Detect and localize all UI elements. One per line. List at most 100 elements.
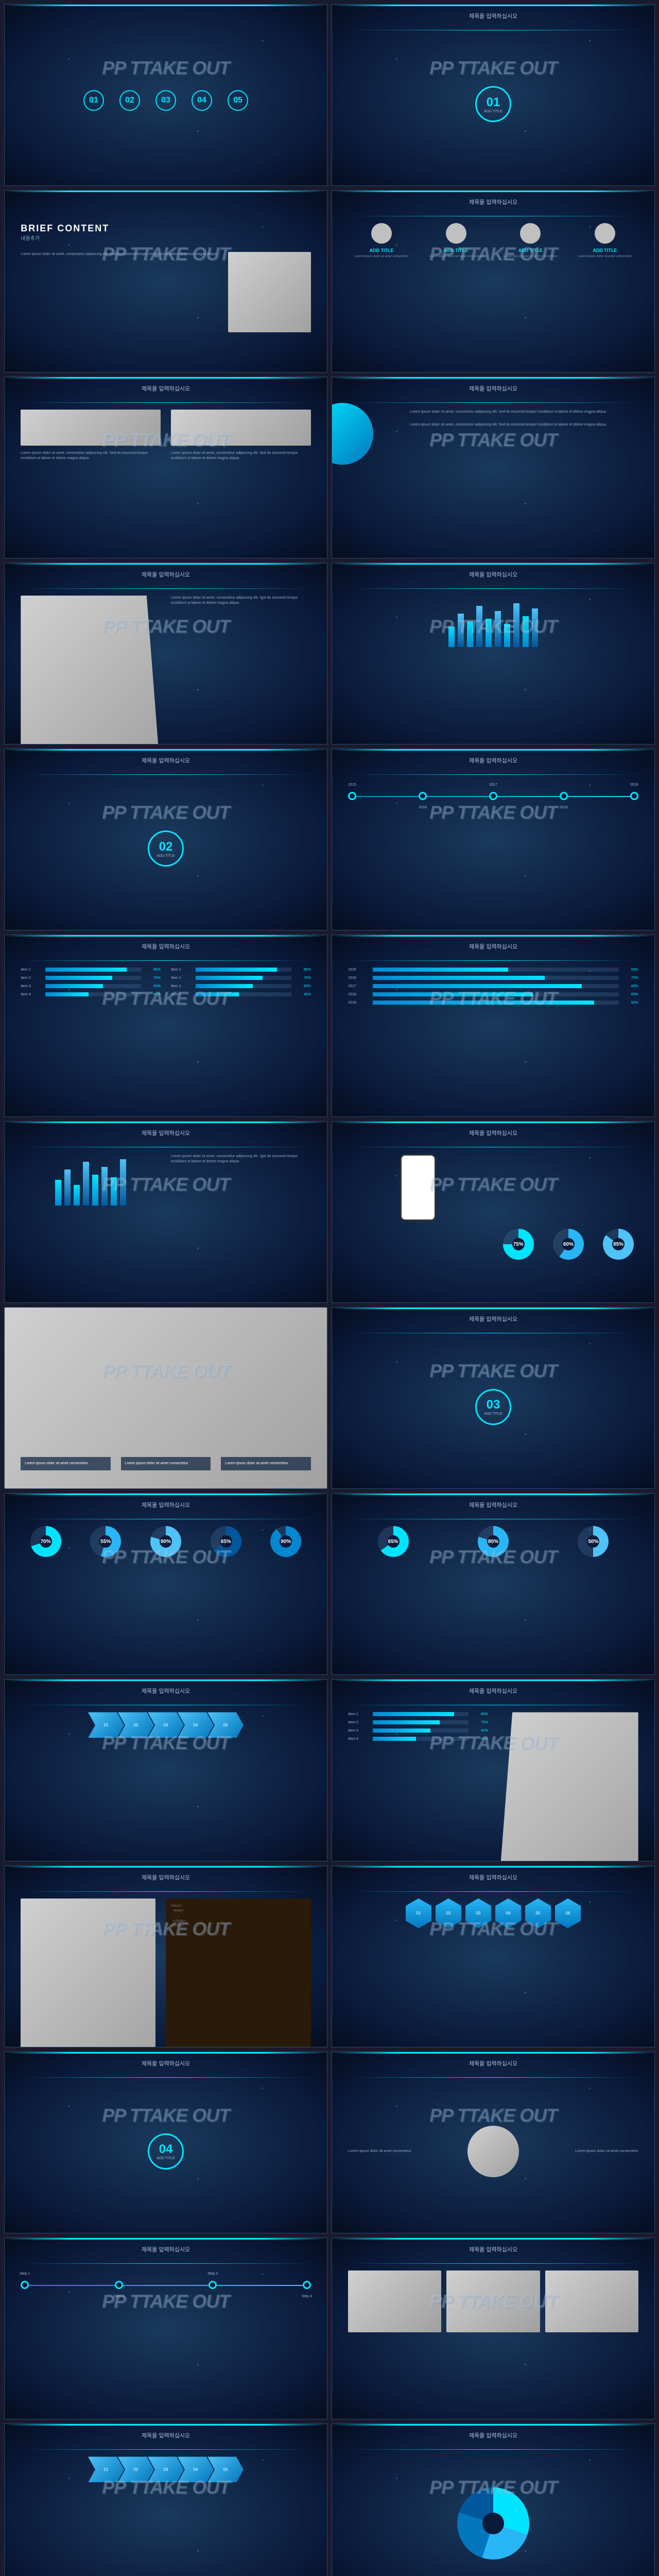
- angled-image: [21, 596, 161, 744]
- slide-circle-center: 제목을 입력하십시오 PP TTAKE OUT Lorem ipsum dolo…: [332, 2052, 655, 2233]
- hbar-row: 201555%: [348, 968, 638, 972]
- timeline-node: Step 1: [21, 2281, 29, 2289]
- slide-three-images: 제목을 입력하십시오 PP TTAKE OUT: [332, 2238, 655, 2419]
- hexagon: 04: [495, 1899, 521, 1928]
- slide-img-left: 제목을 입력하십시오 PP TTAKE OUT Lorem ipsum dolo…: [4, 563, 327, 744]
- hbar-row: Item 185%: [21, 968, 161, 972]
- donuts-5: 70%55%80%65%90%: [21, 1526, 310, 1557]
- donut: 50%: [578, 1526, 609, 1557]
- bar: [55, 1180, 61, 1206]
- chevron: 01: [88, 1712, 124, 1738]
- chevron: 01: [88, 2456, 124, 2482]
- avatar: [520, 223, 541, 244]
- img-left: [21, 410, 161, 446]
- avatar: [446, 223, 466, 244]
- img-right: [171, 410, 311, 446]
- big-donut: [457, 2487, 529, 2560]
- code-tablet-img: [21, 1899, 155, 2047]
- bar: [504, 624, 510, 647]
- hexagon: 02: [436, 1899, 461, 1928]
- bar: [458, 614, 464, 647]
- team-member: ADD TITLELorem ipsum dolor sit amet cons…: [571, 223, 638, 259]
- slide-section-01: 제목을 입력하십시오 PP TTAKE OUT 01 ADD TITLE: [332, 4, 655, 186]
- hexagon: 05: [525, 1899, 551, 1928]
- timeline-2: Step 1Step 2Step 3Step 4: [21, 2270, 310, 2299]
- timeline-node: 2016: [419, 792, 427, 800]
- slide-timeline-1: 제목을 입력하십시오 PP TTAKE OUT 2015201620172018…: [332, 749, 655, 930]
- bar: [532, 608, 538, 647]
- title-num: 02: [119, 90, 140, 111]
- donut: 55%: [90, 1526, 121, 1557]
- hbar-row: Item 270%: [171, 976, 311, 980]
- donut: 65%: [211, 1526, 241, 1557]
- title-num: 05: [228, 90, 248, 111]
- slide-bar-chart-2: 제목을 입력하십시오 PP TTAKE OUT Lorem ipsum dolo…: [4, 1121, 327, 1303]
- slide-timeline-2: 제목을 입력하십시오 PP TTAKE OUT Step 1Step 2Step…: [4, 2238, 327, 2419]
- donut: 80%: [478, 1526, 509, 1557]
- timeline-node: 2019: [630, 792, 638, 800]
- slide-two-images: 제목을 입력하십시오 PP TTAKE OUT Lorem ipsum dolo…: [4, 377, 327, 558]
- bar: [476, 606, 482, 647]
- donut: 90%: [270, 1526, 301, 1557]
- slide-chevrons-2: 제목을 입력하십시오 PP TTAKE OUT 0102030405: [4, 2424, 327, 2576]
- hbar-row: Item 270%: [348, 1720, 488, 1724]
- timeline-node: Step 3: [209, 2281, 217, 2289]
- hbar-group-2: 201555%201670%201785%201865%201990%: [348, 968, 638, 1005]
- team-member: ADD TITLELorem ipsum dolor sit amet cons…: [497, 223, 564, 259]
- donut: 60%: [553, 1229, 584, 1260]
- bar: [92, 1175, 98, 1206]
- title-nums-row: 0102030405: [83, 90, 248, 111]
- hbar-row: Item 185%: [348, 1712, 488, 1716]
- timeline-1: 20152016201720182019: [348, 782, 638, 810]
- slide-code: 제목을 입력하십시오 PP TTAKE OUT <html> <body> ..…: [4, 1866, 327, 2047]
- hbar-row: Item 185%: [171, 968, 311, 972]
- slide-hexagons: 제목을 입력하십시오 PP TTAKE OUT 010203040506: [332, 1866, 655, 2047]
- slide-brief: PP TTAKE OUT BRIEF CONTENT 내용추가 Lorem ip…: [4, 190, 327, 372]
- slide-donuts-5: 제목을 입력하십시오 PP TTAKE OUT 70%55%80%65%90%: [4, 1493, 327, 1675]
- brief-title: BRIEF CONTENT: [21, 223, 310, 234]
- brief-subtitle: 내용추가: [21, 234, 310, 242]
- hbar-group-1: Item 185%Item 270%Item 360%Item 445%: [21, 968, 161, 1116]
- slide-team: 제목을 입력하십시오 PP TTAKE OUT ADD TITLELorem i…: [332, 190, 655, 372]
- brief-image: [228, 252, 311, 332]
- donut: 75%: [503, 1229, 534, 1260]
- hbar-group-1b: Item 185%Item 270%Item 360%Item 445%: [171, 968, 311, 1116]
- chevron-row: 0102030405: [21, 1712, 310, 1738]
- timeline-node: 2015: [348, 792, 356, 800]
- bar: [64, 1170, 71, 1206]
- bar-chart-2: [21, 1154, 161, 1206]
- code-block: <html> <body> ... </body></html>: [166, 1899, 311, 2047]
- bar: [448, 626, 455, 647]
- team-member: ADD TITLELorem ipsum dolor sit amet cons…: [423, 223, 490, 259]
- bar: [495, 611, 501, 647]
- slide-grid: PP TTAKE OUT 0102030405 제목을 입력하십시오 PP TT…: [0, 0, 659, 2576]
- hex-row: 010203040506: [348, 1899, 638, 1928]
- slide-tablet: PP TTAKE OUT Lorem ipsum dolor sit amet …: [4, 1307, 327, 1489]
- hbar-row: Item 360%: [171, 984, 311, 988]
- hbar-row: 201990%: [348, 1001, 638, 1005]
- title-num: 04: [192, 90, 212, 111]
- phone-mockup: [400, 1154, 436, 1221]
- slide-donuts-3: 제목을 입력하십시오 PP TTAKE OUT 65%80%50%: [332, 1493, 655, 1675]
- slide-bar-chart-1: 제목을 입력하십시오 PP TTAKE OUT: [332, 563, 655, 744]
- slide-hbar-2: 제목을 입력하십시오 PP TTAKE OUT 201555%201670%20…: [332, 935, 655, 1116]
- hbar-row: Item 360%: [348, 1728, 488, 1733]
- donut: 80%: [150, 1526, 181, 1557]
- title-num: 01: [83, 90, 104, 111]
- avatar: [371, 223, 392, 244]
- slide-chevrons: 제목을 입력하십시오 PP TTAKE OUT 0102030405: [4, 1679, 327, 1861]
- brief-text: Lorem ipsum dolor sit amet, consectetur …: [21, 252, 218, 332]
- bar: [101, 1167, 108, 1206]
- donuts-3: 65% 80% 50%: [348, 1526, 638, 1557]
- donut: 65%: [378, 1526, 409, 1557]
- slide-header: 제목을 입력하십시오: [469, 12, 517, 20]
- team-member: ADD TITLELorem ipsum dolor sit amet cons…: [348, 223, 415, 259]
- chevron-row-2: 0102030405: [21, 2456, 310, 2482]
- slide-title: PP TTAKE OUT 0102030405: [4, 4, 327, 186]
- slide-section-03: 제목을 입력하십시오 PP TTAKE OUT 03ADD TITLE: [332, 1307, 655, 1489]
- hbar-row: 201670%: [348, 976, 638, 980]
- slide-section-02: 제목을 입력하십시오 PP TTAKE OUT 02ADD TITLE: [4, 749, 327, 930]
- bar-chart-1: [348, 596, 638, 647]
- bar: [485, 619, 492, 647]
- bar: [74, 1185, 80, 1206]
